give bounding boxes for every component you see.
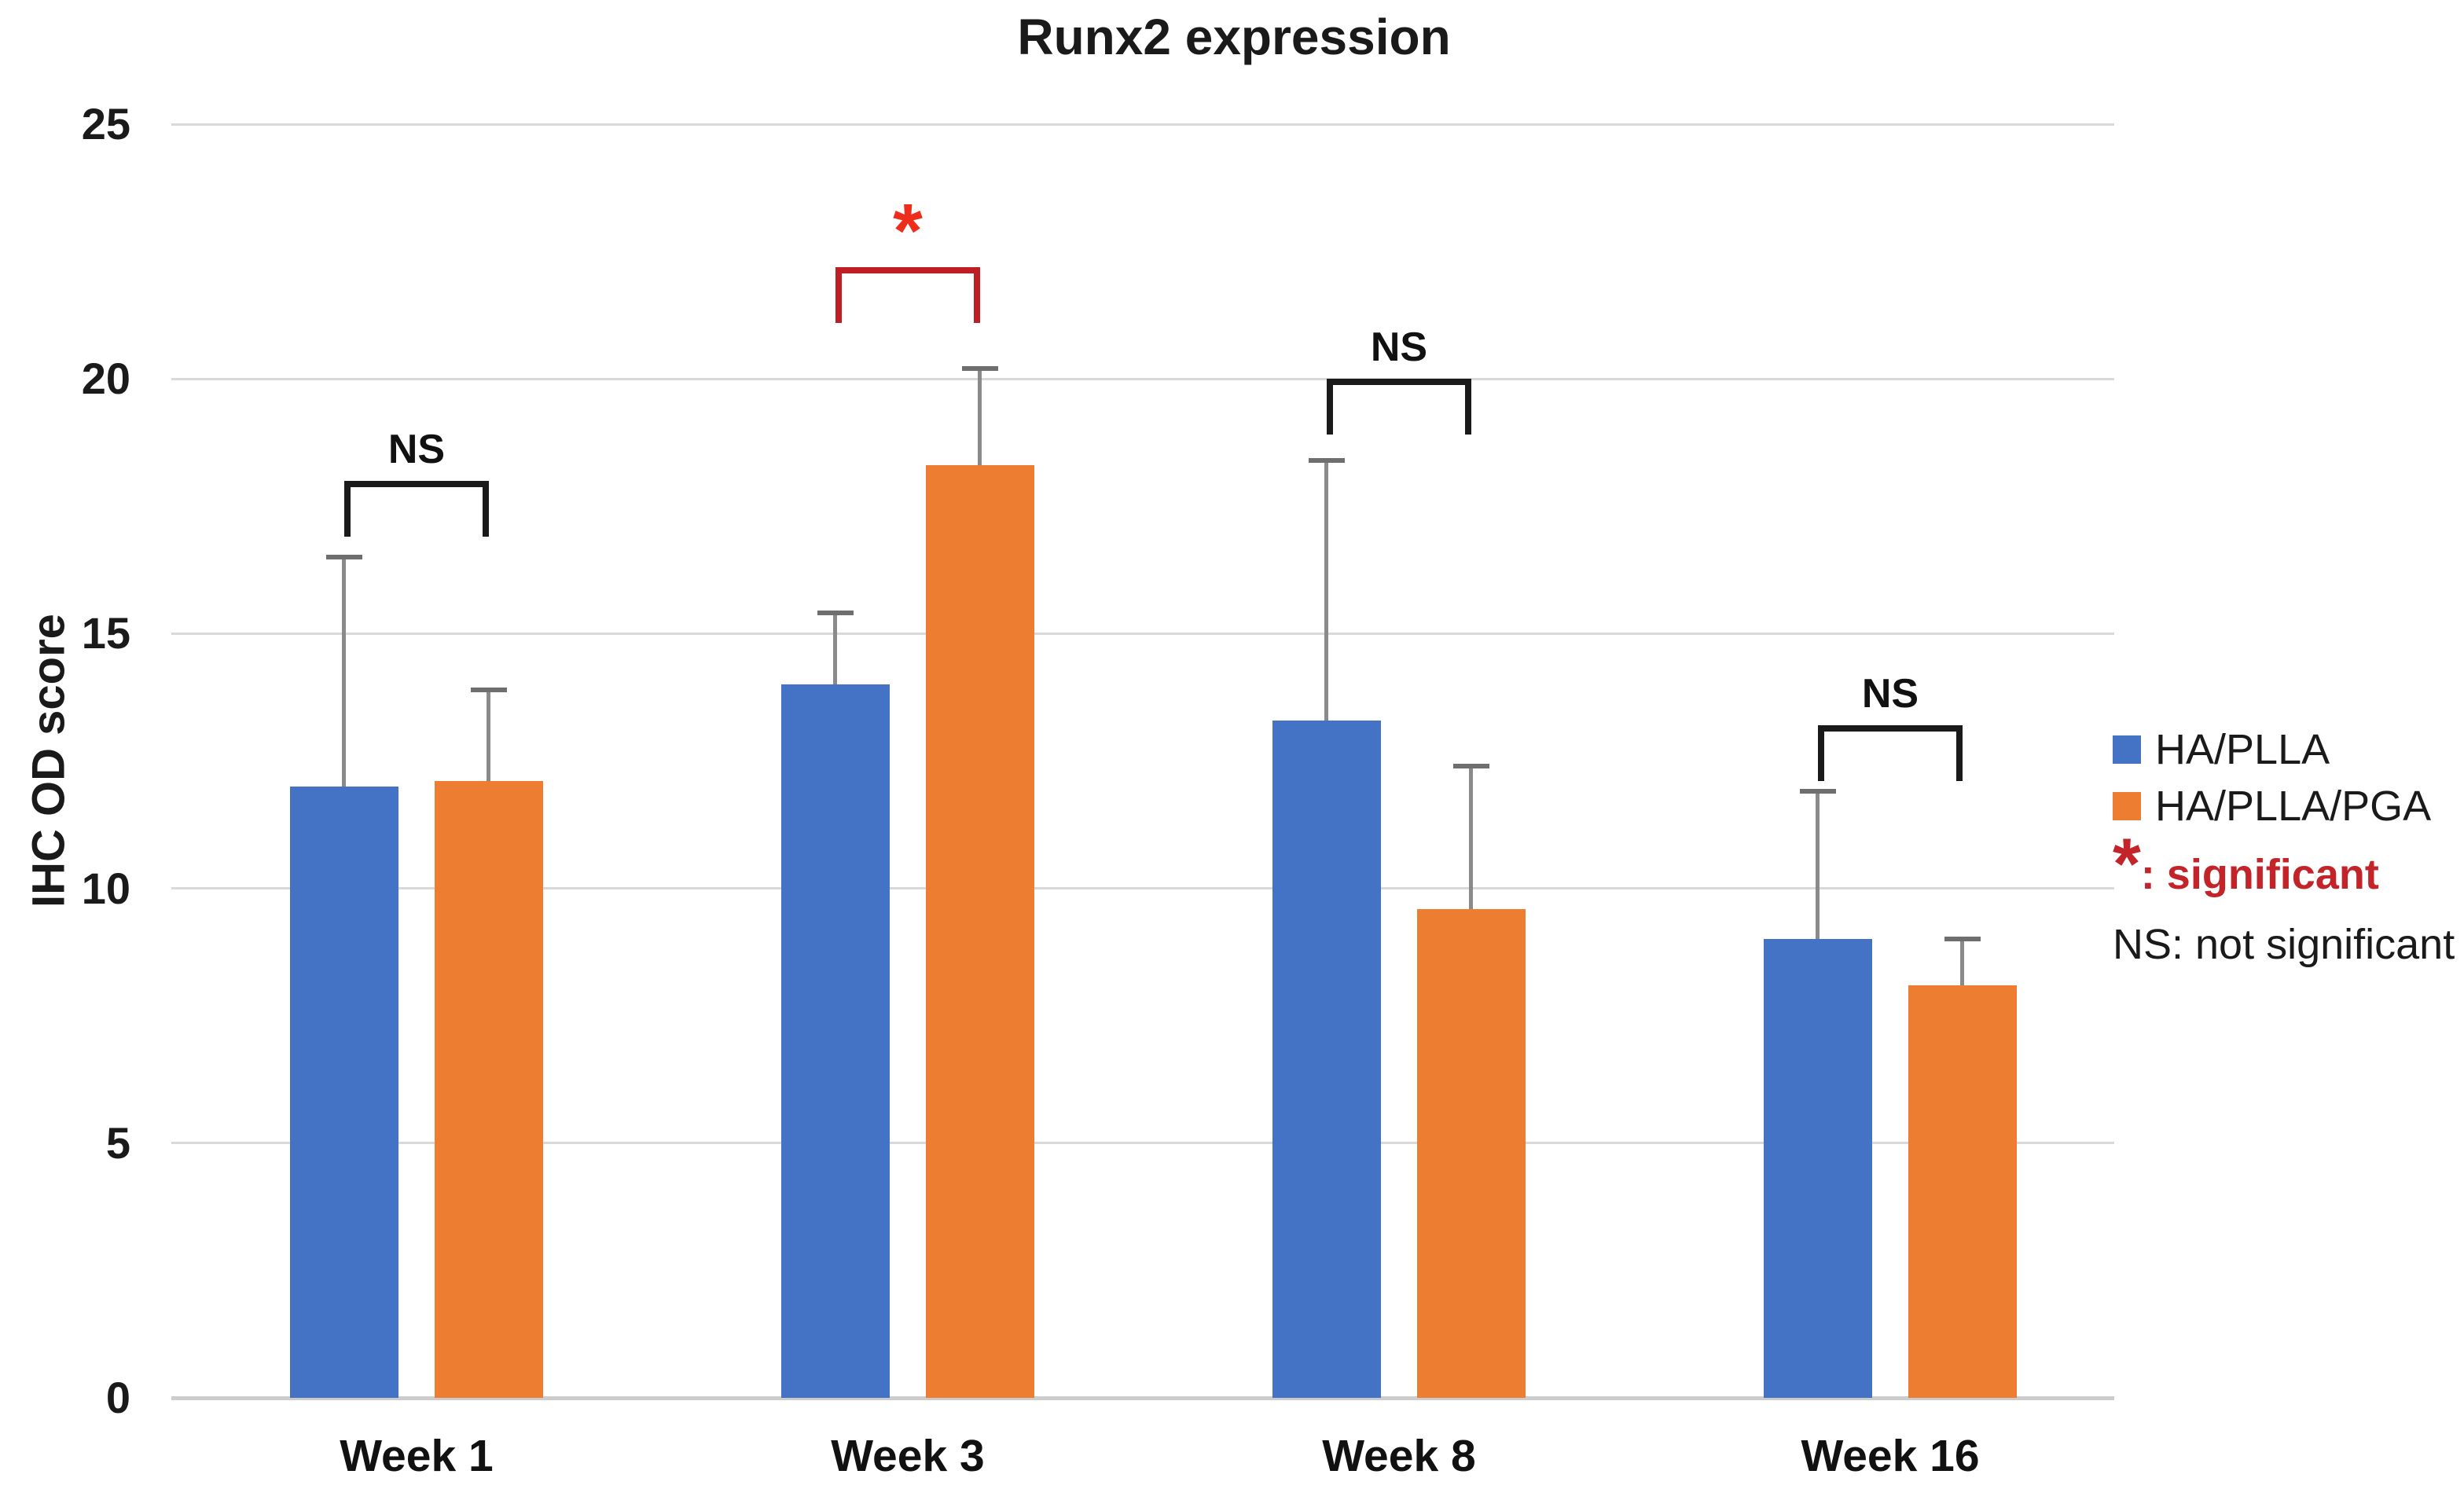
- error-bar-ha-plla-pga-week-1: [487, 689, 490, 782]
- y-tick-15: 15: [81, 608, 130, 658]
- legend-significant-note: * : significant: [2113, 824, 2379, 904]
- gridline-20: [171, 377, 2114, 380]
- bar-ha-plla-pga-week-3: [926, 465, 1034, 1398]
- bar-ha-plla-week-3: [781, 684, 890, 1398]
- x-label-week-1: Week 1: [340, 1431, 494, 1481]
- x-label-week-16: Week 16: [1801, 1431, 1980, 1481]
- error-cap-ha-plla-week-1: [326, 555, 362, 560]
- y-tick-20: 20: [81, 354, 130, 404]
- ns-label-week-16: NS: [1861, 671, 1919, 717]
- bar-ha-plla-pga-week-1: [435, 781, 543, 1398]
- legend-label-ha-plla: HA/PLLA: [2155, 726, 2330, 773]
- ns-bracket-week-16: [1818, 725, 1963, 782]
- bar-ha-plla-week-16: [1764, 939, 1872, 1398]
- y-tick-10: 10: [81, 863, 130, 913]
- error-cap-ha-plla-pga-week-1: [471, 687, 507, 692]
- gridline-15: [171, 632, 2114, 635]
- error-cap-ha-plla-pga-week-16: [1944, 937, 1981, 942]
- significance-star-week-3: *: [893, 187, 923, 273]
- error-bar-ha-plla-pga-week-16: [1960, 939, 1964, 985]
- legend-item-ha-plla-pga: HA/PLLA/PGA: [2113, 781, 2455, 831]
- x-label-week-8: Week 8: [1322, 1431, 1476, 1481]
- error-cap-ha-plla-week-8: [1309, 457, 1345, 463]
- legend-not-significant-text: NS: not significant: [2113, 921, 2455, 968]
- y-tick-25: 25: [81, 99, 130, 149]
- gridline-10: [171, 887, 2114, 890]
- sig-bracket-week-3: [835, 266, 980, 323]
- error-cap-ha-plla-week-3: [817, 611, 854, 616]
- error-cap-ha-plla-pga-week-3: [962, 366, 998, 372]
- error-bar-ha-plla-pga-week-8: [1469, 765, 1473, 909]
- legend-swatch-ha-plla-pga: [2113, 792, 2141, 820]
- error-bar-ha-plla-week-16: [1816, 791, 1820, 940]
- gridline-25: [171, 123, 2114, 126]
- error-bar-ha-plla-week-1: [342, 557, 346, 787]
- ns-bracket-week-1: [344, 480, 489, 537]
- legend-swatch-ha-plla: [2113, 735, 2141, 764]
- y-tick-5: 5: [105, 1117, 130, 1168]
- legend: HA/PLLA HA/PLLA/PGA * : significant NS: …: [2113, 724, 2455, 970]
- ns-bracket-week-8: [1327, 379, 1471, 435]
- error-bar-ha-plla-week-8: [1324, 460, 1328, 721]
- ns-label-week-1: NS: [387, 426, 446, 472]
- bar-ha-plla-week-8: [1272, 720, 1381, 1398]
- chart-title: Runx2 expression: [1017, 9, 1451, 65]
- error-cap-ha-plla-pga-week-8: [1453, 763, 1489, 768]
- x-label-week-3: Week 3: [831, 1431, 985, 1481]
- gridline-5: [171, 1142, 2114, 1145]
- bar-ha-plla-pga-week-16: [1908, 985, 2017, 1398]
- legend-item-ha-plla: HA/PLLA: [2113, 724, 2455, 775]
- bar-ha-plla-week-1: [290, 786, 398, 1398]
- legend-label-ha-plla-pga: HA/PLLA/PGA: [2155, 783, 2432, 830]
- legend-not-significant-note: NS: not significant: [2113, 919, 2455, 970]
- error-cap-ha-plla-week-16: [1800, 789, 1836, 794]
- x-axis-line: [171, 1396, 2114, 1400]
- y-tick-0: 0: [105, 1373, 130, 1422]
- legend-significant-text: : significant: [2140, 851, 2379, 898]
- ns-label-week-8: NS: [1370, 325, 1428, 371]
- bar-ha-plla-pga-week-8: [1417, 908, 1526, 1398]
- error-bar-ha-plla-week-3: [833, 613, 837, 685]
- error-bar-ha-plla-pga-week-3: [978, 369, 982, 466]
